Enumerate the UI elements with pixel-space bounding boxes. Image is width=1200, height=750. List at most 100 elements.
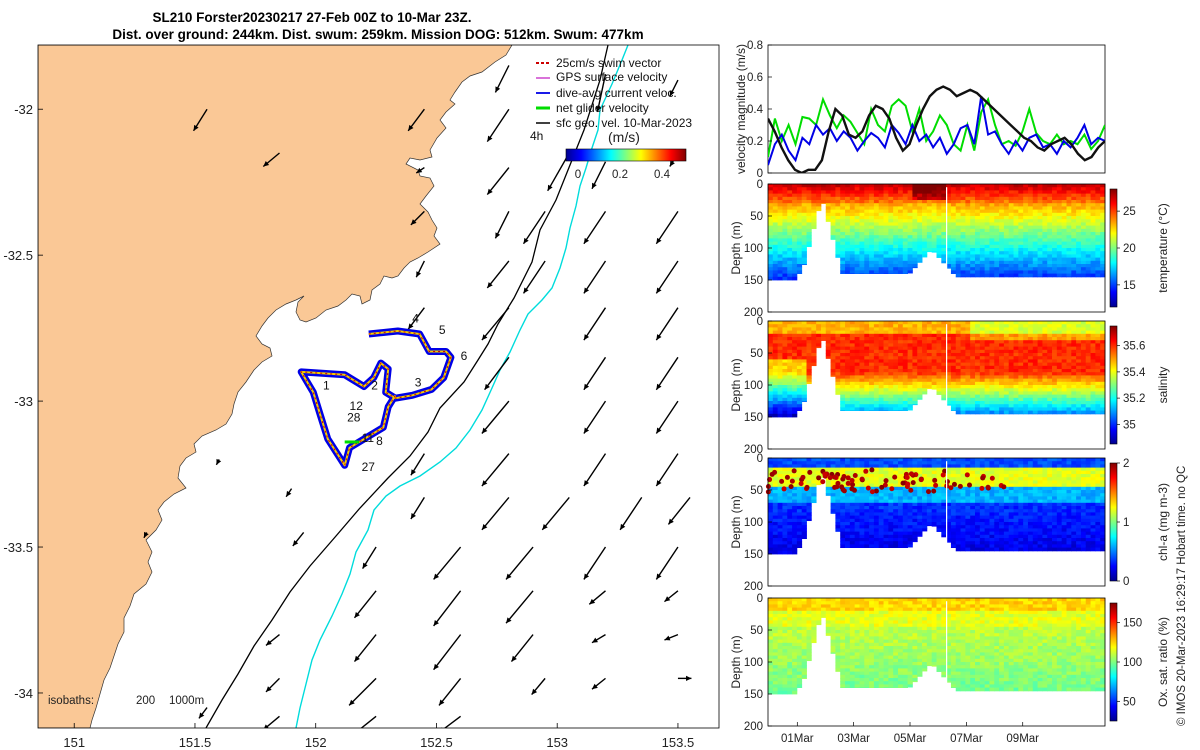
section-cell <box>1037 232 1043 236</box>
section-cell <box>782 496 788 500</box>
section-cell <box>768 232 774 236</box>
section-cell <box>1018 372 1024 376</box>
section-cell <box>1042 238 1048 242</box>
section-cell <box>796 372 803 376</box>
section-cell <box>1047 270 1053 274</box>
section-cell <box>1061 388 1067 392</box>
section-cell <box>801 528 807 532</box>
section-cell <box>888 254 894 258</box>
section-cell <box>806 219 812 223</box>
section-cell <box>777 397 783 402</box>
section-cell <box>787 190 793 194</box>
section-cell <box>1095 209 1101 214</box>
section-cell <box>979 228 986 233</box>
section-cell <box>1066 264 1072 268</box>
section-cell <box>1056 241 1063 246</box>
section-cell <box>811 458 817 462</box>
section-cell <box>1080 362 1087 367</box>
section-cell <box>1008 324 1014 328</box>
section-cell <box>960 381 966 386</box>
section-cell <box>984 193 990 198</box>
surface-vector-arrow <box>292 532 305 547</box>
section-cell <box>801 225 807 230</box>
section-cell <box>801 254 807 258</box>
section-cell <box>888 388 894 392</box>
section-cell <box>869 251 875 255</box>
section-cell <box>931 509 937 513</box>
section-cell <box>825 467 831 472</box>
section-cell <box>787 541 793 545</box>
section-cell <box>941 248 947 252</box>
waypoint-label: 3 <box>415 376 422 390</box>
section-cell <box>975 365 981 370</box>
section-cell <box>801 190 807 194</box>
section-cell <box>970 397 976 402</box>
section-cell <box>1056 349 1063 354</box>
section-cell <box>801 522 807 526</box>
section-cell <box>792 270 798 274</box>
section-cell <box>1076 244 1082 249</box>
section-cell <box>1023 206 1029 210</box>
section-cell <box>946 248 952 252</box>
section-cell <box>902 461 909 465</box>
section-cell <box>936 528 942 532</box>
section-cell <box>1076 410 1082 415</box>
section-cell <box>907 225 913 230</box>
section-cell <box>777 464 783 468</box>
section-cell <box>782 515 788 520</box>
section-cell <box>859 407 865 411</box>
section-cell <box>965 260 971 265</box>
section-cell <box>917 222 923 226</box>
section-cell <box>1008 397 1014 402</box>
section-cell <box>912 464 918 468</box>
section-cell <box>869 378 875 383</box>
section-cell <box>820 327 827 331</box>
section-cell <box>922 369 928 373</box>
section-cell <box>960 369 966 373</box>
section-cell <box>883 248 889 252</box>
section-cell <box>873 219 880 223</box>
section-cell <box>907 407 913 411</box>
section-cell <box>994 397 1000 402</box>
section-cell <box>897 458 904 462</box>
section-cell <box>854 388 860 392</box>
section-cell <box>893 184 899 188</box>
section-cell <box>835 184 841 188</box>
section-cell <box>1085 184 1091 188</box>
section-cell <box>768 401 774 405</box>
section-cell <box>864 330 870 335</box>
section-cell <box>922 238 928 242</box>
section-cell <box>864 216 870 220</box>
section-cell <box>984 391 990 395</box>
section-cell <box>1013 394 1019 399</box>
section-cell <box>859 196 865 201</box>
section-cell <box>970 267 976 271</box>
section-cell <box>1095 254 1101 258</box>
surface-vector-arrow <box>486 108 510 143</box>
section-cell <box>1003 241 1010 246</box>
section-cell <box>975 356 981 360</box>
surface-vector-arrow <box>541 496 570 531</box>
section-cell <box>1085 228 1091 233</box>
velocity-ytick-label: 0.2 <box>747 136 763 148</box>
section-cell <box>1018 238 1024 242</box>
section-cell <box>1080 394 1087 399</box>
section-cell <box>811 219 817 223</box>
section-cell <box>989 222 995 226</box>
section-cell <box>796 407 803 411</box>
section-cell <box>897 515 904 520</box>
section-cell <box>955 206 961 210</box>
section-cell <box>1052 353 1058 357</box>
section-cell <box>941 397 947 401</box>
section-cell <box>796 394 803 399</box>
section-cell <box>835 493 841 497</box>
section-cell <box>806 209 812 214</box>
section-cell <box>878 340 884 344</box>
section-cell <box>950 203 957 207</box>
section-cell <box>1003 333 1010 338</box>
section-cell <box>1003 353 1010 357</box>
section-cell <box>950 391 957 395</box>
section-cell <box>994 200 1000 204</box>
section-cell <box>975 206 981 210</box>
section-cell <box>999 260 1005 265</box>
